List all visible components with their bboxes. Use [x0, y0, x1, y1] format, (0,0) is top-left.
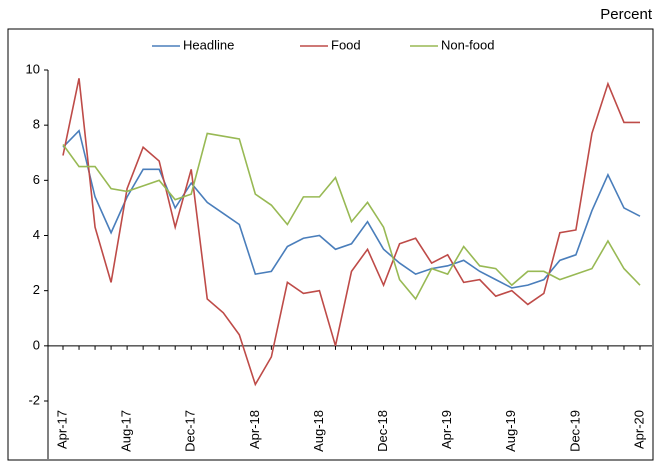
y-tick-label: 0: [33, 337, 40, 352]
x-tick-label: Aug-19: [503, 410, 518, 452]
x-tick-label: Apr-17: [54, 410, 69, 449]
x-tick-label: Apr-19: [439, 410, 454, 449]
x-tick-label: Dec-19: [567, 410, 582, 452]
y-tick-label: 2: [33, 282, 40, 297]
frame: [7, 28, 654, 461]
line-series: [62, 78, 640, 387]
legend-label: Headline: [183, 37, 234, 52]
y-tick-label: -2: [28, 392, 40, 407]
y-tick-label: 4: [33, 227, 40, 242]
legend-label: Non-food: [441, 37, 494, 52]
line-series: [62, 132, 641, 301]
x-tick-label: Apr-18: [247, 410, 262, 449]
x-tick-label: Aug-18: [311, 410, 326, 452]
x-tick-label: Dec-17: [183, 410, 198, 452]
y-tick-label: 8: [33, 117, 40, 132]
x-tick-label: Dec-18: [375, 410, 390, 452]
x-tick-label: Apr-20: [631, 410, 646, 449]
y-tick-label: 6: [33, 172, 40, 187]
line-series: [62, 129, 641, 289]
y-axis-label: Percent: [600, 6, 653, 23]
legend-label: Food: [331, 37, 361, 52]
y-tick-label: 10: [26, 61, 40, 76]
x-tick-label: Aug-17: [119, 410, 134, 452]
